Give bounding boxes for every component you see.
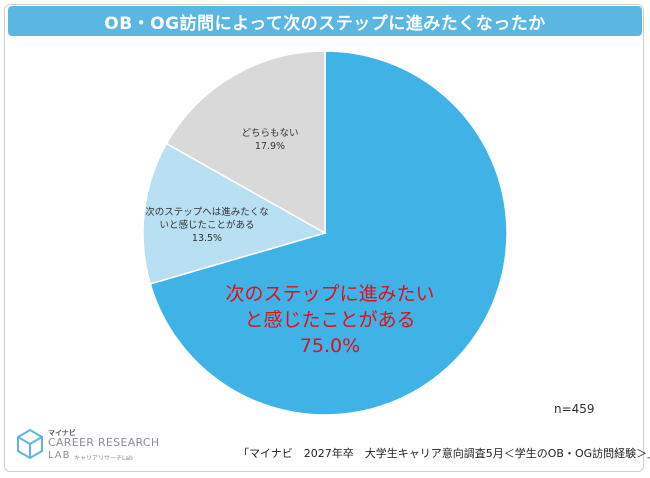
logo-brand-text: マイナビ (48, 429, 76, 437)
chart-title: OB・OG訪問によって次のステップに進みたくなったか (104, 13, 546, 34)
slice-label-yes-line2: と感じたことがある (244, 309, 416, 331)
slice-label-yes-pct: 75.0% (299, 335, 361, 357)
figure-frame (4, 4, 644, 472)
sample-size-label: n=459 (554, 402, 595, 416)
slice-label-neither-line1: どちらもない (241, 128, 299, 139)
pie-slice-yes (149, 50, 508, 416)
logo-main-text: CAREER RESEARCH (48, 436, 160, 449)
cube-logo-icon (17, 428, 43, 460)
slice-label-yes-line1: 次のステップに進みたい (225, 283, 435, 305)
title-bar: OB・OG訪問によって次のステップに進みたくなったか (8, 6, 642, 36)
career-research-lab-logo: マイナビ CAREER RESEARCH LAB キャリアリサーチLab (16, 428, 166, 468)
slice-label-neither-pct: 17.9% (254, 141, 286, 152)
source-citation: 「マイナビ 2027年卒 大学生キャリア意向調査5月＜学生のOB・OG訪問経験＞… (238, 447, 650, 460)
logo-japanese-text: キャリアリサーチLab (74, 455, 133, 462)
slice-label-no-pct: 13.5% (191, 233, 223, 244)
slice-label-neither: どちらもない 17.9% (225, 127, 315, 153)
slice-label-no-line2: いと感じたことがある (159, 220, 255, 231)
slice-label-yes: 次のステップに進みたい と感じたことがある 75.0% (215, 281, 445, 359)
slice-label-no: 次のステップへは進みたくな いと感じたことがある 13.5% (142, 206, 272, 245)
logo-lab-text: LAB (48, 450, 71, 461)
pie-slice-no (142, 142, 327, 285)
slice-label-no-line1: 次のステップへは進みたくな (145, 207, 269, 218)
pie-slice-neither (165, 50, 326, 235)
